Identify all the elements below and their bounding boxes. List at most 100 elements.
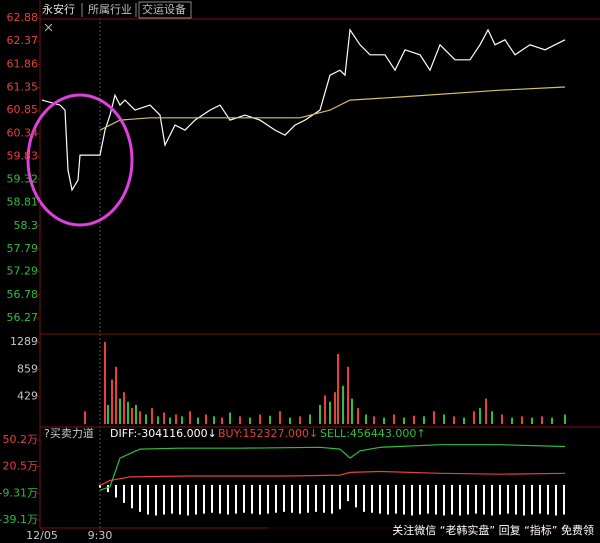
volume-bar xyxy=(479,408,481,424)
diff-bar xyxy=(299,484,301,514)
y-tick-label: 58.3 xyxy=(14,219,39,232)
diff-bar xyxy=(267,484,269,514)
volume-bar xyxy=(123,392,125,424)
volume-bar xyxy=(329,401,331,424)
diff-bar xyxy=(211,484,213,513)
y-tick-label: -9.31万 xyxy=(0,486,38,499)
y-tick-label: 61.86 xyxy=(7,57,39,70)
volume-bar xyxy=(175,414,177,424)
y-tick-label: 429 xyxy=(17,390,38,403)
volume-bar xyxy=(501,414,503,424)
volume-bar xyxy=(433,411,435,424)
volume-bar xyxy=(111,379,113,424)
y-tick-label: 57.79 xyxy=(7,242,39,255)
y-tick-label: 57.29 xyxy=(7,265,39,278)
industry[interactable]: 交运设备 xyxy=(142,2,186,16)
stock-name: 永安行 xyxy=(42,2,75,16)
diff-bar xyxy=(515,484,517,515)
diff-bar xyxy=(507,484,509,514)
volume-bar xyxy=(189,411,191,424)
volume-bar xyxy=(541,416,543,424)
indicator-title: ?买卖力道 xyxy=(44,426,94,440)
industry-box[interactable] xyxy=(138,1,192,19)
diff-bar xyxy=(323,484,325,513)
series-line xyxy=(99,470,566,486)
y-tick-label: 61.35 xyxy=(7,80,39,93)
diff-bar xyxy=(187,484,189,516)
volume-bar xyxy=(181,416,183,424)
diff-bar xyxy=(139,484,141,512)
diff-bar xyxy=(147,484,149,515)
x-tick-label: 9:30 xyxy=(88,529,113,542)
highlight-ellipse xyxy=(26,93,134,227)
volume-bar xyxy=(365,414,367,424)
volume-bar xyxy=(213,416,215,424)
diff-bar xyxy=(107,484,109,493)
volume-bar xyxy=(531,417,533,424)
volume-bar xyxy=(239,416,241,424)
volume-bar xyxy=(357,408,359,424)
volume-bar xyxy=(423,416,425,424)
volume-bar xyxy=(342,385,344,424)
diff-bar xyxy=(275,484,277,513)
diff-bar xyxy=(259,484,261,515)
volume-bar xyxy=(229,412,231,424)
series-line xyxy=(99,444,566,491)
y-tick-label: 60.34 xyxy=(7,126,39,139)
diff-bar xyxy=(547,484,549,515)
volume-bar xyxy=(319,404,321,424)
volume-bar xyxy=(473,411,475,424)
y-tick-label: 20.5万 xyxy=(3,460,39,473)
diff-bar xyxy=(171,484,173,514)
volume-bar xyxy=(249,417,251,424)
volume-bar xyxy=(289,417,291,424)
volume-bar xyxy=(269,415,271,424)
y-tick-label: 58.81 xyxy=(7,196,39,209)
y-tick-label: 62.88 xyxy=(7,11,39,24)
volume-bar xyxy=(127,401,129,424)
diff-bar xyxy=(443,484,445,516)
volume-bar xyxy=(309,414,311,424)
close-icon[interactable] xyxy=(44,23,53,32)
diff-bar xyxy=(483,484,485,515)
volume-bar xyxy=(373,416,375,424)
volume-bar xyxy=(551,417,553,424)
y-tick-label: 859 xyxy=(17,362,38,375)
y-tick-label: 1289 xyxy=(10,335,38,348)
diff-bar xyxy=(203,484,205,514)
diff-bar xyxy=(563,484,565,515)
diff-bar xyxy=(355,484,357,508)
y-tick-label: 60.85 xyxy=(7,103,39,116)
diff-bar xyxy=(331,484,333,514)
diff-bar xyxy=(419,484,421,515)
diff-bar xyxy=(411,484,413,516)
volume-bar xyxy=(463,417,465,424)
volume-bar xyxy=(443,414,445,424)
volume-bar xyxy=(521,416,523,424)
volume-bar xyxy=(334,392,336,424)
diff-bar xyxy=(475,484,477,514)
watermark-bg xyxy=(268,518,600,543)
volume-bar xyxy=(135,404,137,424)
legend-entry: BUY:152327.000↓ xyxy=(218,427,318,440)
volume-bar xyxy=(221,417,223,424)
diff-bar xyxy=(451,484,453,515)
volume-bar xyxy=(491,411,493,424)
diff-bar xyxy=(99,484,101,488)
diff-bar xyxy=(315,484,317,512)
series-line xyxy=(41,28,566,192)
diff-bar xyxy=(291,484,293,513)
diff-bar xyxy=(379,484,381,514)
diff-bar xyxy=(435,484,437,515)
volume-bar xyxy=(119,398,121,424)
diff-bar xyxy=(555,484,557,516)
diff-bar xyxy=(539,484,541,514)
volume-bar xyxy=(337,354,339,424)
diff-bar xyxy=(115,484,117,498)
y-tick-label: 62.37 xyxy=(7,34,39,47)
y-tick-label: 59.83 xyxy=(7,149,39,162)
volume-bar xyxy=(84,411,86,424)
diff-bar xyxy=(403,484,405,515)
volume-bar xyxy=(104,342,106,424)
